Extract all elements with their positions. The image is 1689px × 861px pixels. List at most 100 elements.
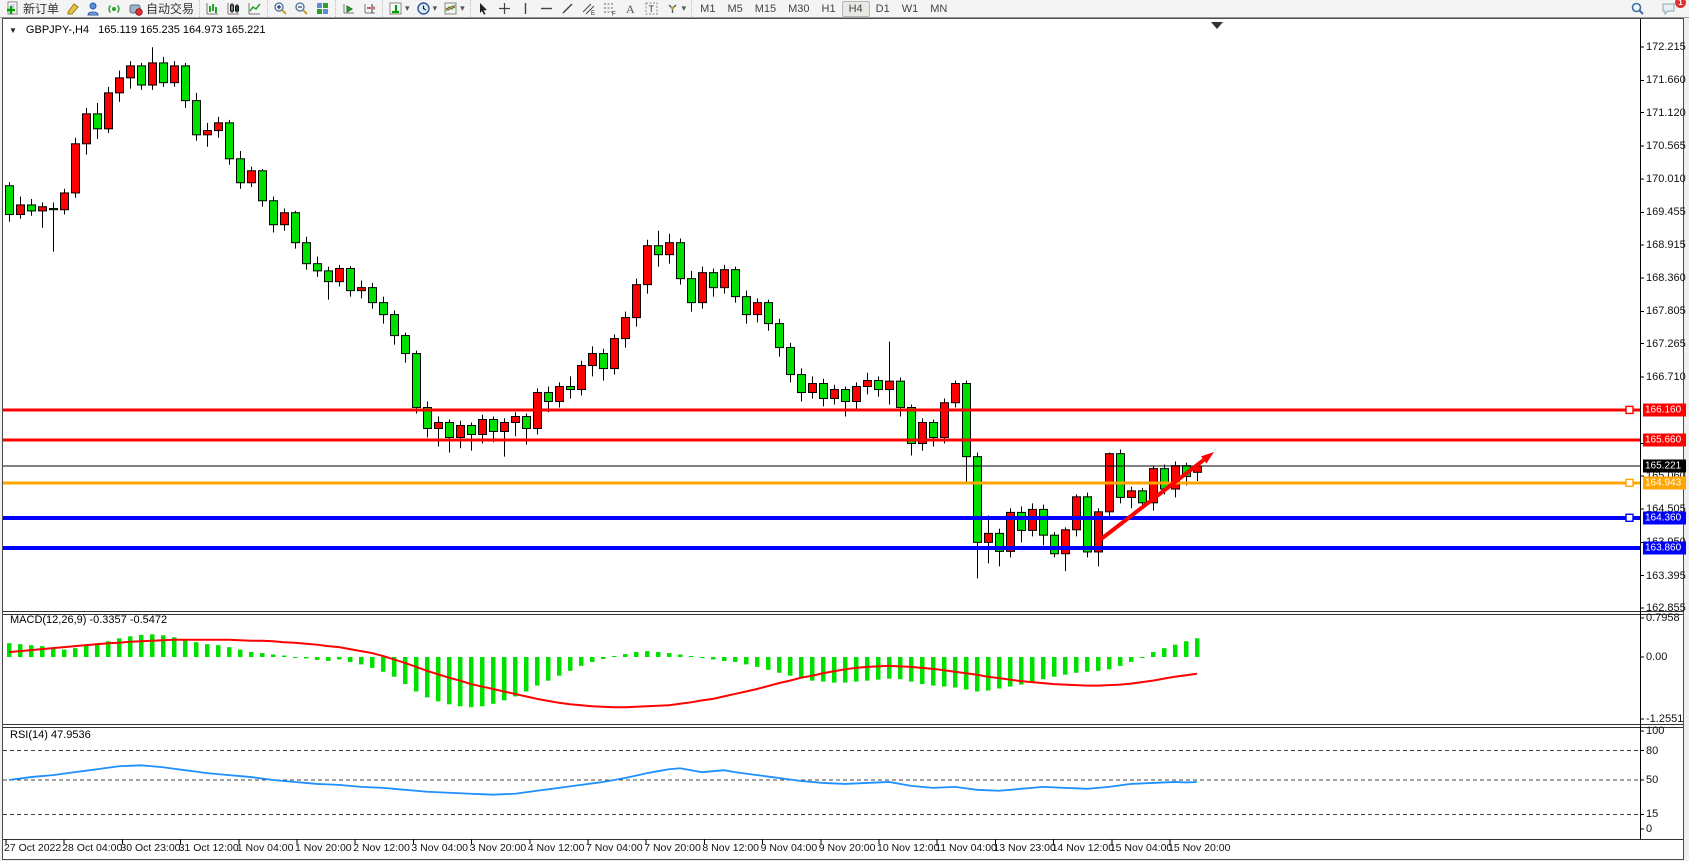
macd-histogram-bar bbox=[293, 657, 298, 658]
macd-histogram-bar bbox=[634, 652, 639, 657]
timeframe-m15-button[interactable]: M15 bbox=[754, 2, 777, 15]
signals-button[interactable] bbox=[104, 1, 125, 17]
trendline-button[interactable] bbox=[557, 1, 578, 17]
candle-bearish bbox=[687, 278, 696, 304]
time-tick-label: 30 Oct 23:00 bbox=[120, 842, 181, 854]
templates-button[interactable]: ▾ bbox=[440, 1, 468, 17]
time-tick-label: 11 Nov 04:00 bbox=[935, 842, 997, 854]
candle-bearish bbox=[1138, 490, 1147, 504]
zoom-out-button[interactable] bbox=[291, 1, 312, 17]
notifications-button[interactable]: 1 bbox=[1658, 0, 1686, 17]
dropdown-caret-icon[interactable]: ▾ bbox=[460, 3, 465, 13]
candle-bullish bbox=[808, 383, 817, 394]
macd-histogram-bar bbox=[821, 657, 826, 682]
timeframe-h1-button[interactable]: H1 bbox=[821, 2, 836, 15]
new-order-button[interactable]: 新订单 bbox=[2, 1, 62, 17]
macd-histogram-bar bbox=[788, 657, 793, 676]
metaeditor-icon bbox=[65, 1, 80, 16]
hline-icon bbox=[539, 1, 554, 16]
candle-bearish bbox=[929, 421, 938, 438]
timeframe-m5-button[interactable]: M5 bbox=[727, 2, 743, 15]
candle-bullish bbox=[588, 353, 597, 367]
candle-bullish bbox=[1149, 468, 1158, 504]
macd-histogram-bar bbox=[1008, 657, 1013, 687]
candle-bearish bbox=[324, 270, 333, 283]
candle-bullish bbox=[511, 416, 520, 423]
search-button[interactable] bbox=[1627, 1, 1648, 17]
macd-histogram-bar bbox=[898, 657, 903, 680]
rsi-tick-label: 15 bbox=[1646, 808, 1659, 821]
time-tick-label: 1 Nov 20:00 bbox=[295, 842, 352, 854]
bar-chart-button[interactable] bbox=[202, 1, 223, 17]
profile-icon bbox=[86, 1, 101, 16]
autotrading-button[interactable]: 自动交易 bbox=[125, 1, 197, 17]
timeframe-d1-button[interactable]: D1 bbox=[875, 2, 890, 15]
candlestick-chart-button[interactable] bbox=[223, 1, 244, 17]
crosshair-button[interactable] bbox=[494, 1, 515, 17]
dropdown-caret-icon[interactable]: ▾ bbox=[432, 3, 438, 13]
tile-windows-button[interactable] bbox=[312, 1, 333, 17]
candle-bearish bbox=[445, 421, 454, 438]
arrows-icon bbox=[665, 1, 680, 16]
candle-bullish bbox=[357, 287, 366, 292]
timeframe-m1-button[interactable]: M1 bbox=[700, 2, 716, 15]
macd-histogram-bar bbox=[689, 656, 694, 658]
auto-scroll-button[interactable] bbox=[338, 1, 359, 17]
trend-arrow-line[interactable] bbox=[1094, 458, 1205, 545]
hline-handle[interactable] bbox=[1625, 513, 1634, 522]
text-label-button[interactable]: T bbox=[641, 1, 662, 17]
chart-canvas[interactable] bbox=[3, 19, 1683, 859]
text-button[interactable]: A bbox=[620, 1, 641, 17]
chart-shift-button[interactable] bbox=[359, 1, 380, 17]
macd-histogram-bar bbox=[854, 657, 859, 682]
candle-bullish bbox=[885, 380, 894, 391]
price-badge: 164.360 bbox=[1643, 511, 1686, 525]
time-tick-label: 13 Nov 23:00 bbox=[993, 842, 1056, 854]
zoom-in-button[interactable] bbox=[270, 1, 291, 17]
arrows-button[interactable]: ▾ bbox=[662, 1, 690, 17]
dropdown-caret-icon[interactable]: ▾ bbox=[405, 3, 410, 13]
rsi-indicator-label: RSI(14) 47.9536 bbox=[10, 729, 91, 741]
timeframe-h4-button[interactable]: H4 bbox=[841, 0, 870, 17]
timeframe-w1-button[interactable]: W1 bbox=[901, 2, 919, 15]
macd-histogram-bar bbox=[535, 657, 540, 686]
hline-handle[interactable] bbox=[1625, 405, 1634, 415]
candle-bullish bbox=[577, 365, 586, 391]
chart-shift-marker[interactable] bbox=[1211, 22, 1223, 29]
macd-histogram-bar bbox=[1173, 644, 1178, 657]
macd-histogram-bar bbox=[337, 657, 342, 660]
price-badge: 164.943 bbox=[1643, 476, 1686, 490]
vertical-line-button[interactable] bbox=[515, 1, 536, 17]
macd-histogram-bar bbox=[568, 657, 573, 671]
cursor-button[interactable] bbox=[473, 1, 494, 17]
periods-button[interactable]: ▾ bbox=[413, 1, 441, 17]
candles-icon bbox=[226, 1, 241, 16]
candle-bearish bbox=[566, 386, 575, 391]
candle-bullish bbox=[82, 113, 91, 145]
price-tick-label: 172.215 bbox=[1646, 41, 1686, 53]
metaeditor-button[interactable] bbox=[62, 1, 83, 17]
candle-bullish bbox=[115, 77, 124, 94]
hline-handle[interactable] bbox=[1625, 478, 1634, 488]
dropdown-caret-icon[interactable]: ▾ bbox=[681, 3, 687, 13]
macd-histogram-bar bbox=[62, 649, 67, 657]
indicators-button[interactable]: ▾ bbox=[385, 1, 413, 17]
horizontal-line-button[interactable] bbox=[536, 1, 557, 17]
line-chart-button[interactable] bbox=[244, 1, 265, 17]
timeframe-m30-button[interactable]: M30 bbox=[788, 2, 810, 15]
candle-bullish bbox=[16, 204, 25, 216]
time-tick-label: 2 Nov 12:00 bbox=[353, 842, 410, 854]
fibo-icon: F bbox=[602, 1, 617, 16]
fibonacci-button[interactable]: F bbox=[599, 1, 620, 17]
equidistant-channel-button[interactable]: E bbox=[578, 1, 599, 17]
timeframe-mn-button[interactable]: MN bbox=[930, 2, 948, 15]
candle-bullish bbox=[610, 338, 619, 370]
macd-histogram-bar bbox=[744, 657, 749, 665]
candle-bearish bbox=[654, 245, 663, 256]
symbol-dropdown-icon[interactable]: ▼ bbox=[9, 25, 17, 35]
macd-histogram-bar bbox=[997, 657, 1002, 689]
candle-bearish bbox=[1050, 534, 1059, 555]
profiles-button[interactable] bbox=[83, 1, 104, 17]
tile-icon bbox=[315, 1, 330, 16]
ohlc-readout: 165.119 165.235 164.973 165.221 bbox=[98, 24, 266, 36]
